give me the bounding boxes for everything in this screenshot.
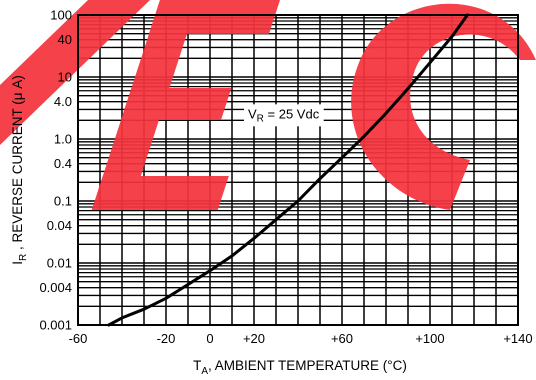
y-axis-label-main: I xyxy=(10,261,25,265)
y-axis-label-rest: , REVERSE CURRENT (μ A) xyxy=(10,75,25,254)
x-tick-label: +60 xyxy=(331,331,353,346)
y-tick-label: 100 xyxy=(50,8,72,23)
x-axis-label: TA, AMBIENT TEMPERATURE (°C) xyxy=(193,358,407,377)
annotation-vr: VR = 25 Vdc xyxy=(244,104,324,127)
watermark-logo xyxy=(0,0,536,210)
x-tick-label: +100 xyxy=(415,331,444,346)
x-axis-label-rest: , AMBIENT TEMPERATURE (°C) xyxy=(208,358,407,373)
y-tick-label: 0.4 xyxy=(54,156,72,171)
annotation-background xyxy=(244,104,324,127)
y-tick-label: 4.0 xyxy=(54,94,72,109)
x-tick-label: -60 xyxy=(69,331,88,346)
watermark-slash xyxy=(0,0,150,145)
x-tick-label: +20 xyxy=(243,331,265,346)
x-tick-label: -20 xyxy=(157,331,176,346)
y-axis-label-subscript: R xyxy=(18,254,29,261)
x-tick-label: 0 xyxy=(206,331,213,346)
series-line xyxy=(107,13,469,327)
watermark-e-bottom xyxy=(91,176,229,210)
y-tick-label: 10 xyxy=(58,70,72,85)
annotation-rest: = 25 Vdc xyxy=(264,106,320,121)
y-tick-label: 0.1 xyxy=(54,194,72,209)
y-tick-label: 0.01 xyxy=(47,256,72,271)
watermark-e-top xyxy=(148,0,280,34)
x-axis-label-main: T xyxy=(193,358,201,373)
y-tick-labels: 100 40 10 4.0 1.0 0.4 0.1 0.04 0.01 0.004 0.001 xyxy=(39,8,72,333)
y-tick-label: 40 xyxy=(58,32,72,47)
y-tick-label: 0.001 xyxy=(39,318,72,333)
x-tick-labels: -60 -20 0 +20 +60 +100 +140 xyxy=(69,331,533,346)
plot-frame xyxy=(77,14,519,326)
x-axis-label-subscript: A xyxy=(201,366,208,377)
y-tick-label: 0.04 xyxy=(47,218,72,233)
y-axis-label: IR , REVERSE CURRENT (μ A) xyxy=(10,75,29,265)
watermark-letter-c xyxy=(351,3,536,210)
y-tick-label: 1.0 xyxy=(54,132,72,147)
y-tick-label: 0.004 xyxy=(39,280,72,295)
annotation-text: VR = 25 Vdc xyxy=(248,106,320,124)
x-tick-label: +140 xyxy=(503,331,532,346)
annotation-main: V xyxy=(248,106,257,121)
watermark-e-middle xyxy=(121,88,232,120)
watermark-letter-e xyxy=(91,0,280,210)
annotation-subscript: R xyxy=(257,113,264,124)
